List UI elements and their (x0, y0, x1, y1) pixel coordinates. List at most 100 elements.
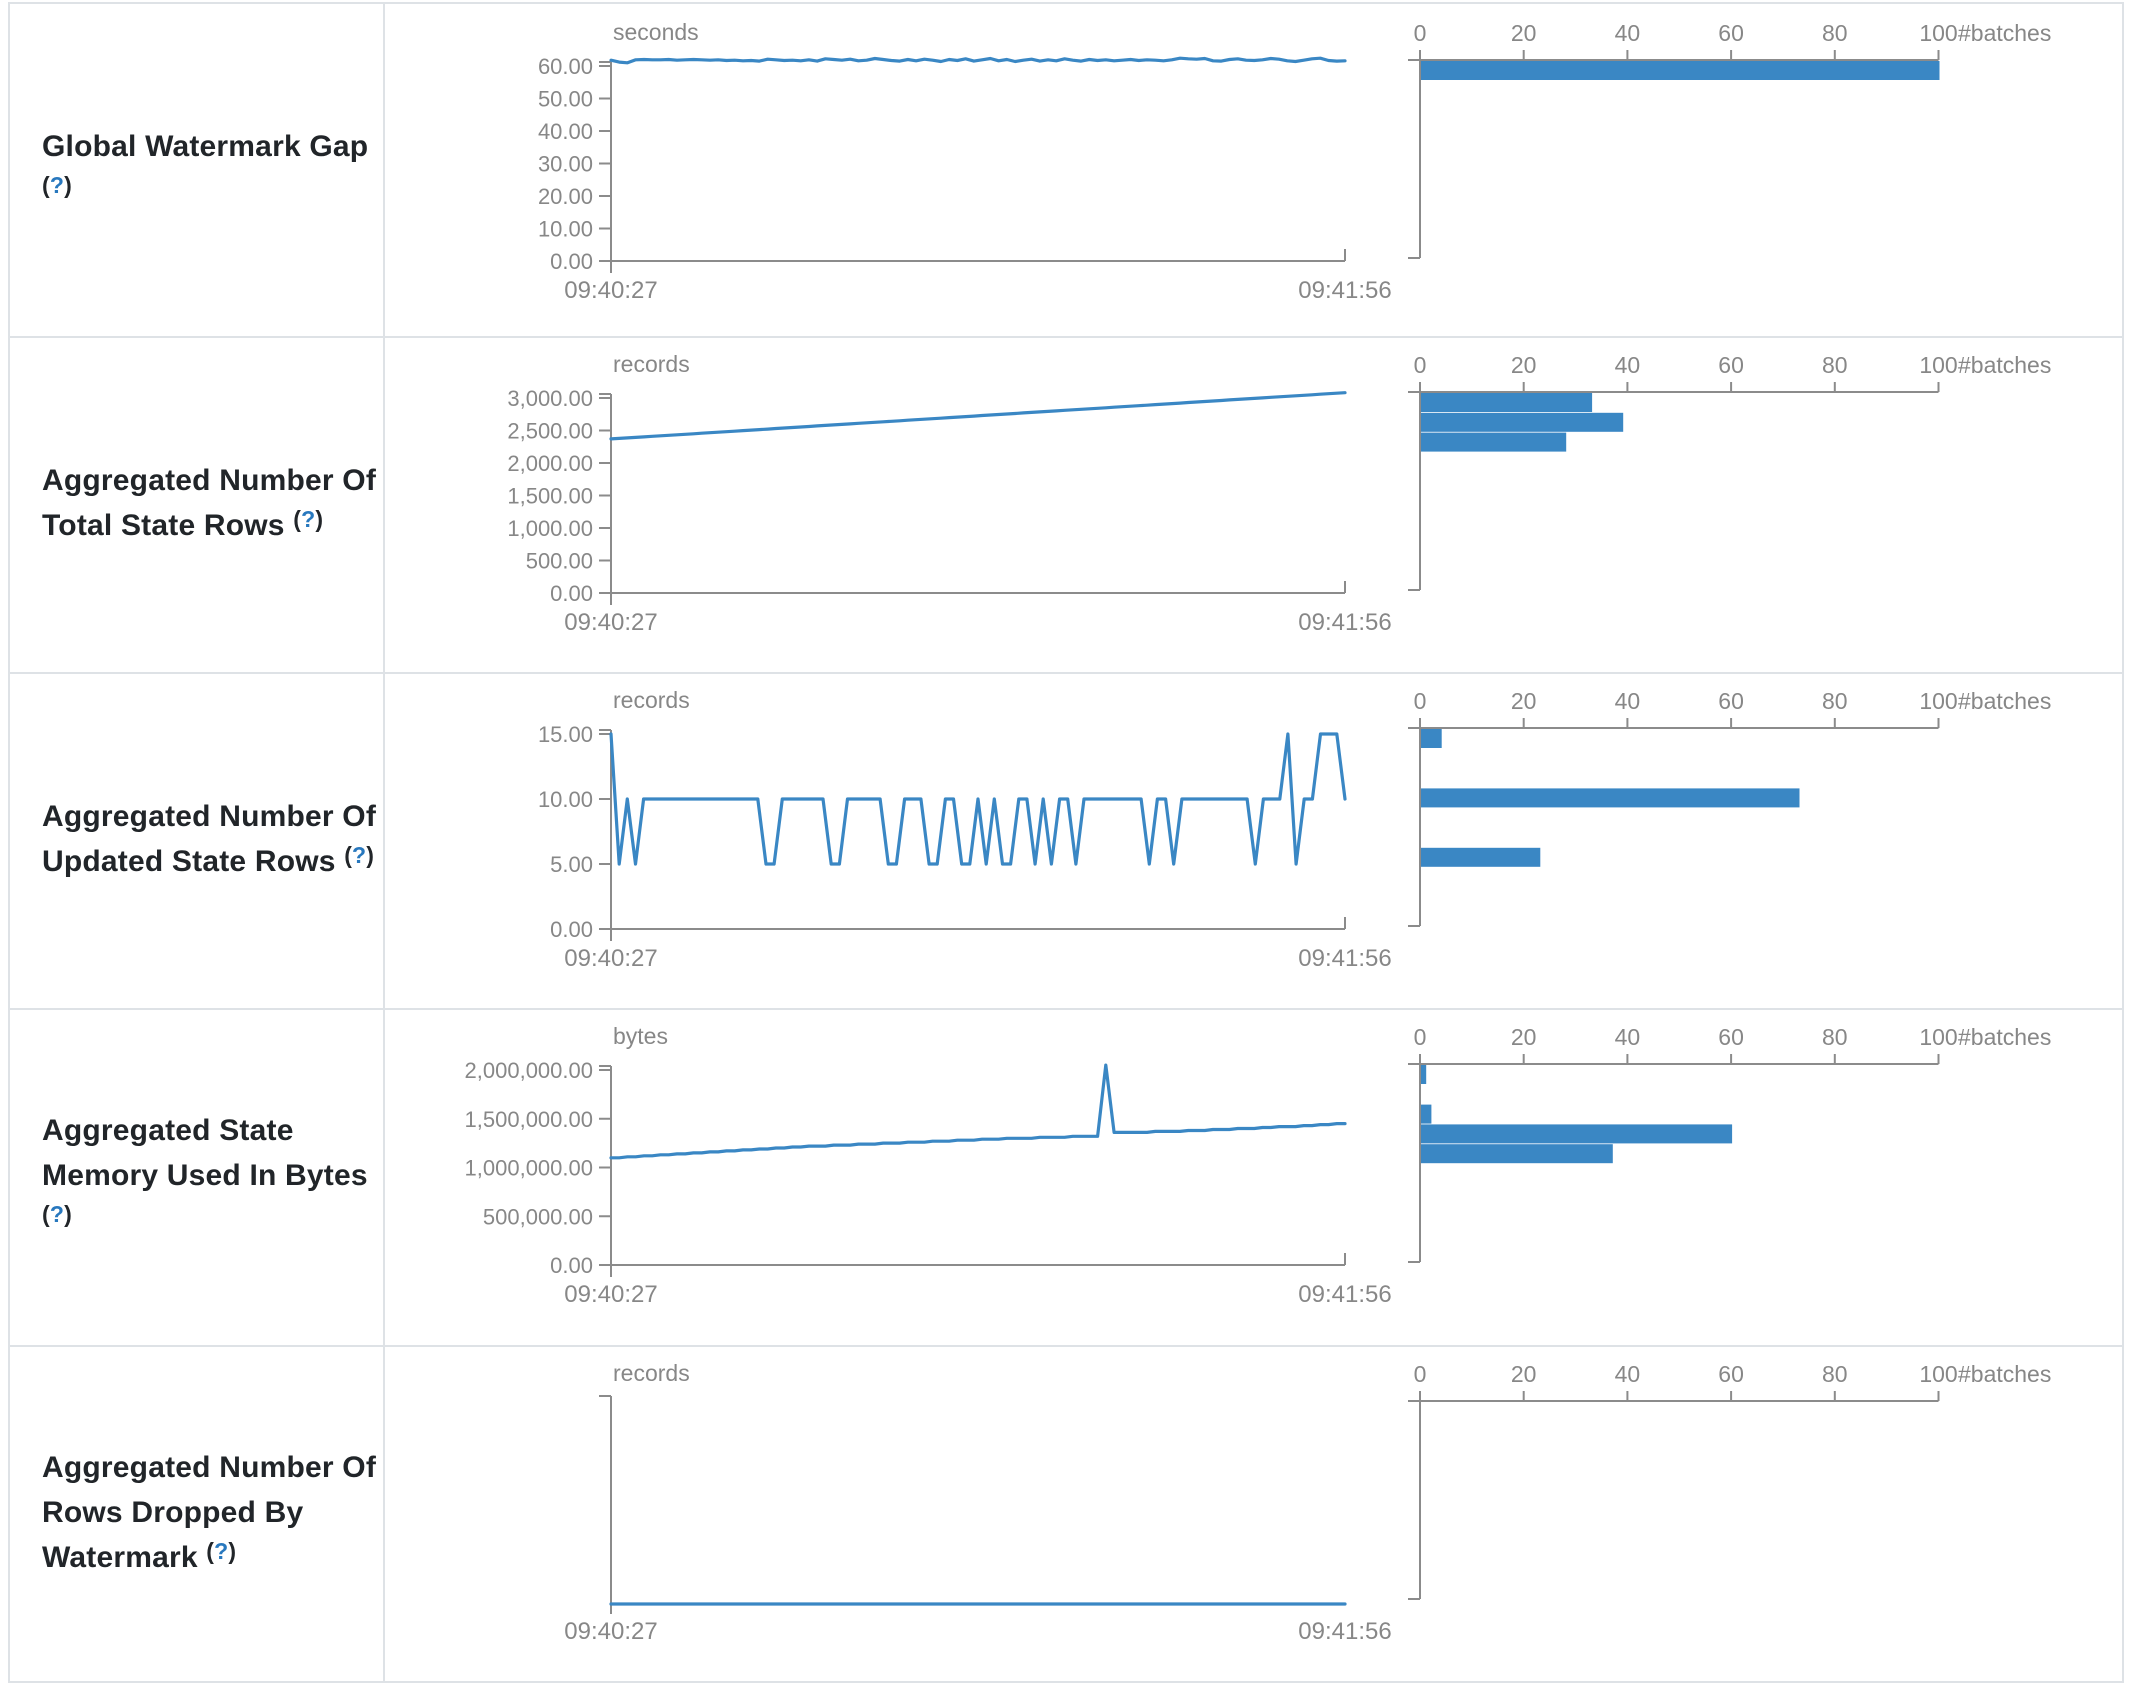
x-start-time-label: 09:40:27 (564, 1618, 657, 1645)
metric-label: Global Watermark Gap (?) (42, 124, 383, 216)
histogram-tick-label: 40 (1615, 688, 1641, 714)
histogram-bar (1421, 729, 1442, 748)
histogram-unit-label: #batches (1958, 1361, 2051, 1387)
histogram-tick-label: 80 (1822, 1361, 1848, 1387)
y-tick-label: 60.00 (538, 54, 593, 79)
y-tick-label: 30.00 (538, 152, 593, 177)
y-tick-label: 1,000.00 (507, 516, 593, 541)
metric-label: Aggregated Number Of Rows Dropped By Wat… (42, 1445, 383, 1582)
label-column-border (383, 2, 385, 1681)
x-end-time-label: 09:41:56 (1298, 1281, 1391, 1308)
question-mark-icon: ? (49, 172, 65, 198)
metric-label-cell: Global Watermark Gap (?) (8, 4, 383, 336)
histogram-tick-label: 80 (1822, 20, 1848, 46)
histogram-bar (1421, 1104, 1432, 1124)
y-tick-label: 15.00 (538, 722, 593, 747)
timeline-chart: records 15.00 10.00 5.00 0.00 09:40:27 09:41:5… (538, 687, 1392, 972)
timeline-series-line (609, 56, 1347, 65)
histogram-tick-label: 40 (1615, 20, 1641, 46)
timeline-series-line (609, 732, 1347, 866)
y-tick-label: 10.00 (538, 787, 593, 812)
timeline-unit-label: bytes (613, 1023, 668, 1049)
x-start-time-label: 09:40:27 (564, 609, 657, 636)
histogram-chart: 0 20 40 60 80 100 #batches (1408, 688, 2051, 927)
charts-aggregated-state-memory-used: bytes 2,000,000.00 1,500,000.00 1,000,000.0… (465, 1023, 2052, 1308)
histogram-tick-label: 40 (1615, 352, 1641, 378)
metric-help-link[interactable]: (?) (42, 172, 72, 198)
metric-help-link[interactable]: (?) (344, 842, 375, 868)
histogram-bar (1421, 61, 1940, 80)
histogram-tick-label: 100 (1919, 1361, 1957, 1387)
histogram-tick-label: 40 (1615, 1024, 1641, 1050)
timeline-chart: records 09:40:27 09:41:56 (564, 1360, 1391, 1645)
metric-label: Aggregated State Memory Used In Bytes (?… (42, 1108, 383, 1245)
histogram-unit-label: #batches (1958, 1024, 2051, 1050)
charts-global-watermark-gap: seconds 60.00 50.00 40.00 30.00 20.00 10.00 0.0… (538, 19, 2051, 304)
timeline-unit-label: records (613, 687, 690, 713)
histogram-chart: 0 20 40 60 80 100 #batches (1408, 20, 2051, 259)
histogram-bar (1421, 788, 1800, 808)
histogram-tick-label: 0 (1414, 1361, 1427, 1387)
metric-row-aggregated-state-memory-used: Aggregated State Memory Used In Bytes (?… (8, 1008, 2124, 1345)
y-tick-label: 500.00 (526, 549, 593, 574)
question-mark-icon: ? (352, 842, 367, 868)
y-tick-label: 500,000.00 (483, 1204, 593, 1229)
metric-label-cell: Aggregated Number Of Rows Dropped By Wat… (8, 1345, 383, 1681)
question-mark-icon: ? (49, 1201, 65, 1227)
histogram-tick-label: 100 (1919, 1024, 1957, 1050)
timeline-series-line (609, 1063, 1347, 1160)
histogram-bar (1421, 393, 1593, 412)
histogram-chart: 0 20 40 60 80 100 #batches (1408, 1361, 2051, 1600)
histogram-bar (1421, 1065, 1427, 1084)
y-tick-label: 2,500.00 (507, 419, 593, 444)
histogram-tick-label: 40 (1615, 1361, 1641, 1387)
histogram-tick-label: 80 (1822, 352, 1848, 378)
histogram-tick-label: 20 (1511, 1024, 1537, 1050)
histogram-tick-label: 60 (1718, 688, 1744, 714)
histogram-bar (1421, 412, 1624, 432)
y-tick-label: 50.00 (538, 87, 593, 112)
histogram-tick-label: 100 (1919, 352, 1957, 378)
histogram-chart: 0 20 40 60 80 100 #batches (1408, 352, 2051, 591)
histogram-tick-label: 0 (1414, 1024, 1427, 1050)
row-border-1 (8, 336, 2124, 338)
metric-label: Aggregated Number Of Updated State Rows … (42, 794, 383, 886)
histogram-tick-label: 100 (1919, 688, 1957, 714)
metric-help-link[interactable]: (?) (206, 1537, 237, 1564)
histogram-tick-label: 20 (1511, 1361, 1537, 1387)
metric-row-aggregated-updated-state-rows: Aggregated Number Of Updated State Rows … (8, 672, 2124, 1008)
table-right-border (2122, 2, 2124, 1683)
y-tick-label: 40.00 (538, 119, 593, 144)
charts-aggregated-updated-state-rows: records 15.00 10.00 5.00 0.00 09:40:27 09:41:5… (538, 687, 2051, 972)
metric-help-link[interactable]: (?) (293, 506, 324, 532)
histogram-bar (1421, 1144, 1613, 1164)
y-tick-label: 0.00 (550, 1253, 593, 1278)
x-end-time-label: 09:41:56 (1298, 277, 1391, 304)
metric-label-text: Global Watermark Gap (42, 130, 369, 163)
timeline-series-line (609, 391, 1347, 441)
histogram-tick-label: 20 (1511, 688, 1537, 714)
table-bottom-border (8, 1681, 2124, 1683)
metric-label-cell: Aggregated Number Of Updated State Rows … (8, 672, 383, 1008)
histogram-chart: 0 20 40 60 80 100 #batches (1408, 1024, 2051, 1263)
histogram-tick-label: 60 (1718, 1024, 1744, 1050)
table-left-border (8, 2, 10, 1683)
timeline-chart: bytes 2,000,000.00 1,500,000.00 1,000,000.0… (465, 1023, 1392, 1308)
timeline-unit-label: records (613, 1360, 690, 1386)
metric-help-link[interactable]: (?) (42, 1201, 72, 1227)
y-tick-label: 3,000.00 (507, 386, 593, 411)
y-tick-label: 0.00 (550, 581, 593, 606)
histogram-tick-label: 0 (1414, 20, 1427, 46)
x-start-time-label: 09:40:27 (564, 277, 657, 304)
y-tick-label: 1,500,000.00 (465, 1107, 593, 1132)
metric-label: Aggregated Number Of Total State Rows (?… (42, 458, 383, 550)
histogram-tick-label: 0 (1414, 688, 1427, 714)
histogram-unit-label: #batches (1958, 352, 2051, 378)
row-border-3 (8, 1008, 2124, 1010)
metric-row-aggregated-total-state-rows: Aggregated Number Of Total State Rows (?… (8, 336, 2124, 672)
histogram-tick-label: 60 (1718, 20, 1744, 46)
histogram-unit-label: #batches (1958, 688, 2051, 714)
x-end-time-label: 09:41:56 (1298, 1618, 1391, 1645)
timeline-chart: seconds 60.00 50.00 40.00 30.00 20.00 10.00 0.0… (538, 19, 1392, 304)
histogram-tick-label: 80 (1822, 1024, 1848, 1050)
